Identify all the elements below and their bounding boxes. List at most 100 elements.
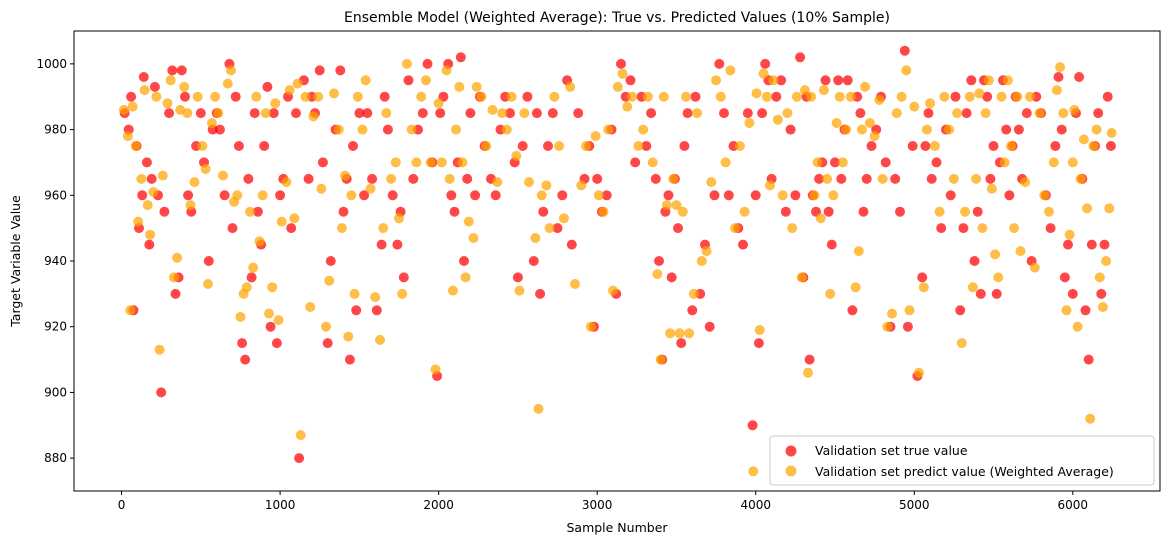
- data-point: [856, 124, 867, 135]
- data-point: [265, 321, 276, 332]
- data-point: [818, 85, 829, 96]
- data-point: [725, 65, 736, 76]
- data-point: [825, 288, 836, 299]
- data-point: [895, 206, 905, 217]
- data-point: [751, 88, 762, 99]
- data-point: [642, 91, 653, 102]
- data-point: [329, 88, 339, 99]
- data-point: [259, 141, 270, 151]
- data-point: [210, 91, 221, 102]
- data-point: [168, 272, 179, 283]
- data-point: [684, 328, 695, 339]
- data-point: [831, 118, 842, 128]
- data-point: [890, 173, 901, 184]
- data-point: [841, 124, 852, 135]
- data-point: [753, 338, 764, 349]
- data-point: [148, 187, 159, 197]
- data-point: [948, 173, 959, 184]
- legend-label-true-value: Validation set true value: [815, 443, 968, 458]
- data-point: [408, 173, 419, 184]
- data-point: [1012, 91, 1023, 102]
- data-point: [654, 256, 664, 266]
- series-true-value: [119, 45, 1116, 464]
- data-point: [1015, 246, 1026, 257]
- data-point: [156, 387, 167, 398]
- data-point: [533, 403, 544, 414]
- data-point: [585, 321, 596, 332]
- data-point: [814, 173, 825, 184]
- data-point: [267, 282, 278, 293]
- data-point: [869, 131, 880, 142]
- data-point: [511, 150, 522, 161]
- data-point: [1099, 239, 1110, 250]
- data-point: [197, 141, 208, 151]
- data-point: [986, 183, 997, 194]
- data-point: [661, 200, 672, 211]
- data-point: [335, 65, 346, 76]
- data-point: [1002, 75, 1013, 86]
- data-point: [354, 108, 365, 119]
- y-tick-label: 960: [44, 188, 67, 202]
- data-point: [1034, 108, 1045, 119]
- data-point: [180, 91, 190, 102]
- data-point: [682, 108, 693, 119]
- data-point: [289, 213, 300, 224]
- data-point: [914, 367, 924, 378]
- data-point: [286, 223, 297, 234]
- data-point: [836, 173, 847, 184]
- data-point: [701, 246, 712, 257]
- data-point: [834, 91, 845, 102]
- data-point: [165, 75, 176, 86]
- data-point: [243, 173, 254, 184]
- data-point: [470, 190, 481, 201]
- data-point: [820, 75, 831, 86]
- data-point: [1051, 85, 1062, 96]
- data-point: [1083, 354, 1094, 365]
- data-point: [945, 190, 956, 201]
- data-point: [598, 206, 609, 217]
- data-point: [936, 223, 947, 234]
- data-point: [183, 190, 194, 201]
- data-point: [459, 256, 469, 266]
- data-point: [554, 141, 565, 151]
- data-point: [887, 308, 898, 319]
- data-point: [251, 91, 262, 102]
- data-point: [172, 252, 183, 263]
- data-point: [308, 111, 319, 122]
- data-point: [980, 108, 991, 119]
- data-point: [790, 190, 801, 201]
- data-point: [492, 177, 503, 188]
- data-point: [465, 108, 476, 119]
- y-tick-label: 1000: [36, 57, 67, 71]
- data-point: [777, 190, 788, 201]
- data-point: [192, 91, 203, 102]
- y-tick-label: 920: [44, 320, 67, 334]
- data-point: [934, 206, 945, 217]
- data-point: [833, 75, 844, 86]
- data-point: [303, 173, 314, 184]
- data-point: [969, 256, 980, 266]
- data-point: [866, 141, 877, 151]
- data-point: [249, 108, 260, 119]
- data-point: [633, 141, 644, 151]
- data-point: [972, 206, 983, 217]
- data-point: [1096, 288, 1107, 299]
- data-point: [1091, 124, 1102, 135]
- data-point: [823, 206, 834, 217]
- data-point: [167, 65, 178, 76]
- data-point: [1067, 288, 1078, 299]
- data-point: [441, 65, 452, 76]
- legend-marker-predict-value: [785, 465, 797, 477]
- data-point: [392, 239, 403, 250]
- data-point: [581, 141, 592, 151]
- data-point: [901, 65, 912, 76]
- data-point: [1085, 413, 1096, 424]
- data-point: [1021, 108, 1032, 119]
- series-predict-value: [118, 58, 1117, 477]
- data-point: [566, 239, 577, 250]
- data-point: [362, 108, 373, 119]
- data-point: [974, 88, 985, 99]
- data-point: [592, 173, 603, 184]
- data-point: [714, 58, 725, 69]
